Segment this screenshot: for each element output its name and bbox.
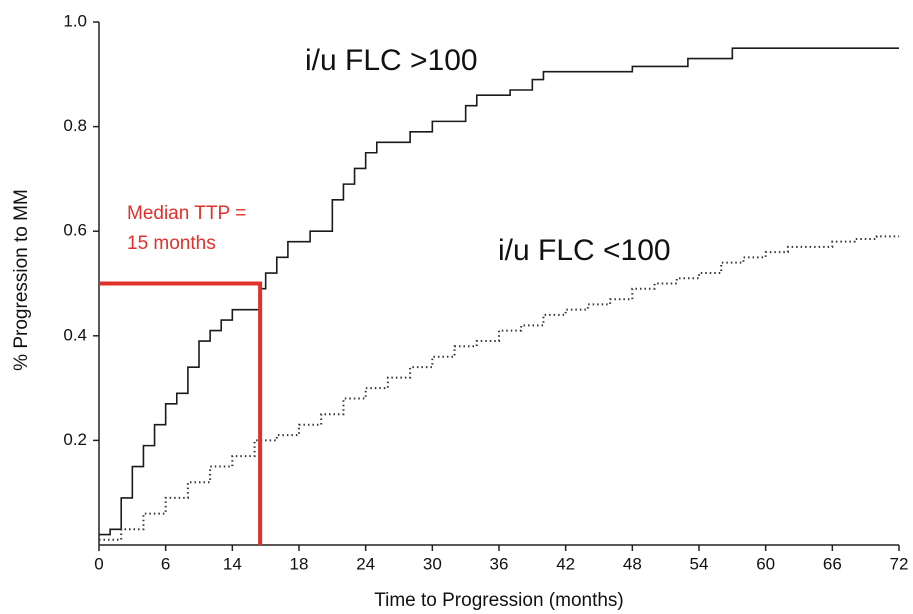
x-axis-title: Time to Progression (months) [374, 590, 624, 611]
x-tick-label: 48 [623, 554, 642, 573]
y-tick-label: 0.8 [63, 116, 87, 135]
y-tick-label: 1.0 [63, 11, 87, 30]
x-tick-label: 0 [94, 554, 103, 573]
y-tick-label: 0.2 [63, 430, 87, 449]
y-tick-label: 0.4 [63, 325, 87, 344]
annotation: 15 months [127, 233, 216, 254]
x-tick-label: 72 [890, 554, 909, 573]
x-tick-label: 24 [356, 554, 375, 573]
series-label: i/u FLC <100 [498, 234, 671, 267]
x-tick-label: 14 [223, 554, 242, 573]
x-tick-label: 30 [423, 554, 442, 573]
series-label: i/u FLC >100 [305, 44, 478, 77]
x-tick-label: 60 [756, 554, 775, 573]
x-tick-label: 6 [161, 554, 170, 573]
x-tick-label: 18 [290, 554, 309, 573]
x-tick-label: 36 [490, 554, 509, 573]
x-tick-label: 42 [556, 554, 575, 573]
y-axis-title: % Progression to MM [11, 189, 32, 371]
series-line [99, 47, 899, 536]
annotation: Median TTP = [127, 203, 246, 224]
median-line [99, 281, 263, 545]
x-tick-label: 54 [690, 554, 709, 573]
x-tick-label: 66 [823, 554, 842, 573]
y-tick-label: 0.6 [63, 221, 87, 240]
series-line [99, 235, 899, 541]
